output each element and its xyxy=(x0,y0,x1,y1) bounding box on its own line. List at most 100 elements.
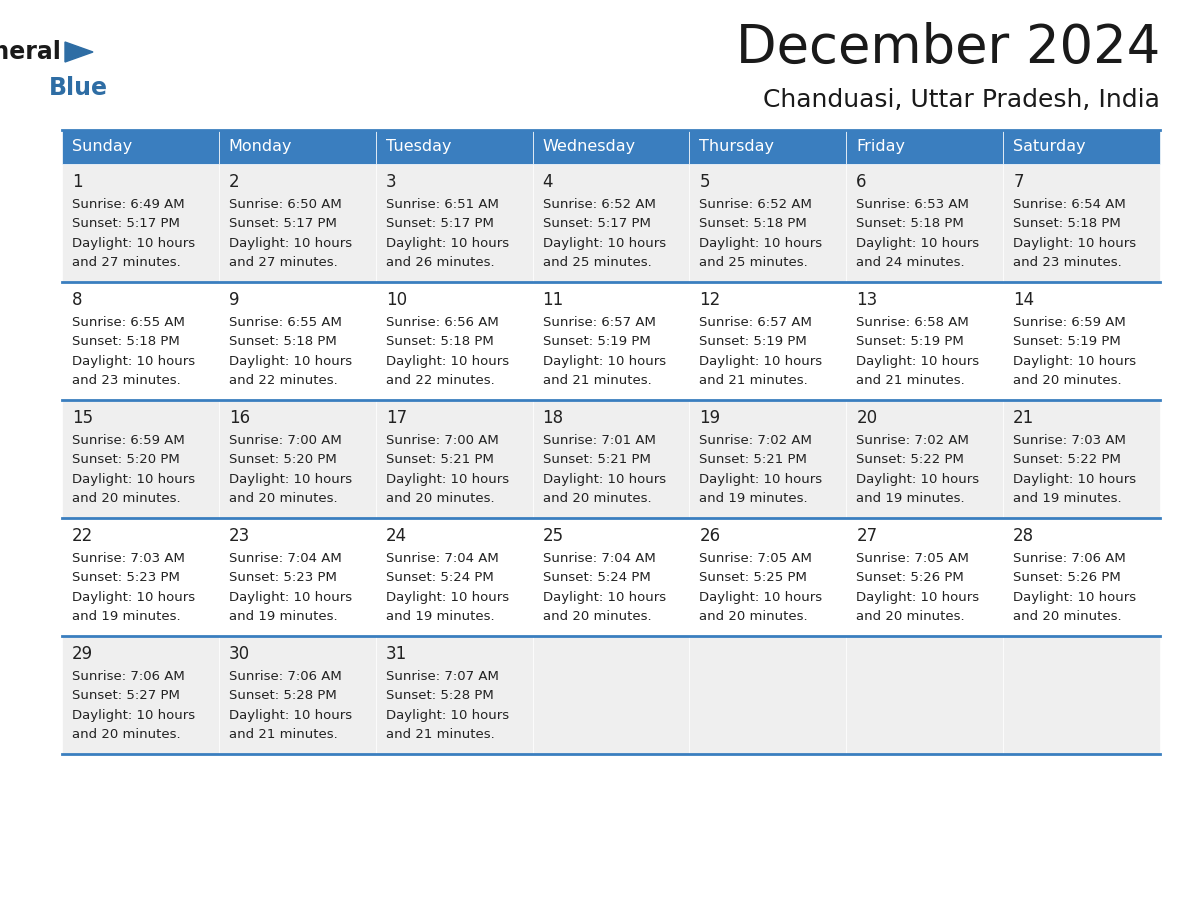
Bar xyxy=(62,400,219,518)
Text: Sunset: 5:18 PM: Sunset: 5:18 PM xyxy=(386,335,493,348)
Text: and 21 minutes.: and 21 minutes. xyxy=(543,374,651,387)
Text: Sunrise: 7:01 AM: Sunrise: 7:01 AM xyxy=(543,433,656,446)
Text: Sunrise: 6:55 AM: Sunrise: 6:55 AM xyxy=(72,316,185,329)
Text: 14: 14 xyxy=(1013,291,1035,309)
Text: Daylight: 10 hours: Daylight: 10 hours xyxy=(72,237,195,250)
Text: 13: 13 xyxy=(857,291,878,309)
Text: Sunset: 5:23 PM: Sunset: 5:23 PM xyxy=(72,571,179,584)
Bar xyxy=(689,164,846,282)
Text: Sunrise: 7:06 AM: Sunrise: 7:06 AM xyxy=(229,669,342,682)
Text: Sunset: 5:25 PM: Sunset: 5:25 PM xyxy=(700,571,808,584)
Text: Sunset: 5:24 PM: Sunset: 5:24 PM xyxy=(543,571,650,584)
Text: 29: 29 xyxy=(72,645,93,663)
Bar xyxy=(219,400,375,518)
Bar xyxy=(532,400,689,518)
Bar xyxy=(375,164,532,282)
Text: and 26 minutes.: and 26 minutes. xyxy=(386,256,494,269)
Text: and 20 minutes.: and 20 minutes. xyxy=(1013,374,1121,387)
Text: Sunset: 5:17 PM: Sunset: 5:17 PM xyxy=(229,217,336,230)
Text: 2: 2 xyxy=(229,173,240,191)
Text: and 21 minutes.: and 21 minutes. xyxy=(386,728,494,741)
Bar xyxy=(62,636,219,754)
Text: and 24 minutes.: and 24 minutes. xyxy=(857,256,965,269)
Bar xyxy=(846,282,1003,400)
Text: and 20 minutes.: and 20 minutes. xyxy=(700,610,808,623)
Text: and 20 minutes.: and 20 minutes. xyxy=(1013,610,1121,623)
Text: Sunrise: 7:00 AM: Sunrise: 7:00 AM xyxy=(386,433,499,446)
Text: Blue: Blue xyxy=(49,76,107,100)
Text: Sunset: 5:22 PM: Sunset: 5:22 PM xyxy=(1013,453,1121,466)
Text: Daylight: 10 hours: Daylight: 10 hours xyxy=(386,709,508,722)
Text: Sunset: 5:26 PM: Sunset: 5:26 PM xyxy=(857,571,963,584)
Text: Saturday: Saturday xyxy=(1013,140,1086,154)
Text: Daylight: 10 hours: Daylight: 10 hours xyxy=(857,237,979,250)
Bar xyxy=(1003,518,1159,636)
Bar xyxy=(219,636,375,754)
Text: Daylight: 10 hours: Daylight: 10 hours xyxy=(386,354,508,367)
Text: and 19 minutes.: and 19 minutes. xyxy=(72,610,181,623)
Bar xyxy=(62,164,219,282)
Text: 19: 19 xyxy=(700,409,721,427)
Bar xyxy=(219,130,375,164)
Text: 10: 10 xyxy=(386,291,406,309)
Text: Daylight: 10 hours: Daylight: 10 hours xyxy=(700,473,822,486)
Text: Sunday: Sunday xyxy=(72,140,132,154)
Bar xyxy=(846,636,1003,754)
Text: Sunrise: 7:06 AM: Sunrise: 7:06 AM xyxy=(1013,552,1126,565)
Text: Sunrise: 7:02 AM: Sunrise: 7:02 AM xyxy=(700,433,813,446)
Text: Daylight: 10 hours: Daylight: 10 hours xyxy=(229,473,352,486)
Text: Daylight: 10 hours: Daylight: 10 hours xyxy=(857,590,979,603)
Text: Sunrise: 7:05 AM: Sunrise: 7:05 AM xyxy=(700,552,813,565)
Text: Sunrise: 7:07 AM: Sunrise: 7:07 AM xyxy=(386,669,499,682)
Bar xyxy=(532,164,689,282)
Text: 8: 8 xyxy=(72,291,82,309)
Text: Daylight: 10 hours: Daylight: 10 hours xyxy=(229,354,352,367)
Text: Sunset: 5:24 PM: Sunset: 5:24 PM xyxy=(386,571,493,584)
Text: and 21 minutes.: and 21 minutes. xyxy=(857,374,965,387)
Text: Daylight: 10 hours: Daylight: 10 hours xyxy=(229,237,352,250)
Bar xyxy=(846,130,1003,164)
Bar xyxy=(375,282,532,400)
Text: Sunset: 5:21 PM: Sunset: 5:21 PM xyxy=(386,453,493,466)
Text: and 19 minutes.: and 19 minutes. xyxy=(386,610,494,623)
Text: 6: 6 xyxy=(857,173,867,191)
Text: 20: 20 xyxy=(857,409,878,427)
Text: Daylight: 10 hours: Daylight: 10 hours xyxy=(229,590,352,603)
Bar xyxy=(532,636,689,754)
Text: Daylight: 10 hours: Daylight: 10 hours xyxy=(386,237,508,250)
Text: 9: 9 xyxy=(229,291,239,309)
Text: Daylight: 10 hours: Daylight: 10 hours xyxy=(72,473,195,486)
Text: Sunrise: 6:54 AM: Sunrise: 6:54 AM xyxy=(1013,197,1126,210)
Text: Daylight: 10 hours: Daylight: 10 hours xyxy=(1013,354,1136,367)
Text: 7: 7 xyxy=(1013,173,1024,191)
Text: Daylight: 10 hours: Daylight: 10 hours xyxy=(386,590,508,603)
Text: 21: 21 xyxy=(1013,409,1035,427)
Bar xyxy=(62,282,219,400)
Bar xyxy=(219,518,375,636)
Text: Daylight: 10 hours: Daylight: 10 hours xyxy=(857,473,979,486)
Text: Sunset: 5:20 PM: Sunset: 5:20 PM xyxy=(72,453,179,466)
Text: Sunset: 5:19 PM: Sunset: 5:19 PM xyxy=(700,335,807,348)
Text: Daylight: 10 hours: Daylight: 10 hours xyxy=(543,354,665,367)
Text: December 2024: December 2024 xyxy=(735,22,1159,74)
Text: Sunset: 5:23 PM: Sunset: 5:23 PM xyxy=(229,571,336,584)
Text: Sunrise: 7:03 AM: Sunrise: 7:03 AM xyxy=(1013,433,1126,446)
Text: Sunset: 5:22 PM: Sunset: 5:22 PM xyxy=(857,453,965,466)
Bar xyxy=(532,130,689,164)
Text: 28: 28 xyxy=(1013,527,1035,545)
Text: Sunrise: 7:05 AM: Sunrise: 7:05 AM xyxy=(857,552,969,565)
Text: Sunrise: 6:52 AM: Sunrise: 6:52 AM xyxy=(543,197,656,210)
Text: 11: 11 xyxy=(543,291,564,309)
Text: and 23 minutes.: and 23 minutes. xyxy=(72,374,181,387)
Text: Sunset: 5:28 PM: Sunset: 5:28 PM xyxy=(386,689,493,702)
Text: 17: 17 xyxy=(386,409,406,427)
Bar xyxy=(689,130,846,164)
Text: Sunset: 5:19 PM: Sunset: 5:19 PM xyxy=(543,335,650,348)
Bar xyxy=(62,130,219,164)
Text: Daylight: 10 hours: Daylight: 10 hours xyxy=(72,709,195,722)
Text: 4: 4 xyxy=(543,173,554,191)
Text: 16: 16 xyxy=(229,409,249,427)
Text: Sunset: 5:21 PM: Sunset: 5:21 PM xyxy=(700,453,808,466)
Text: Sunset: 5:19 PM: Sunset: 5:19 PM xyxy=(857,335,963,348)
Text: and 22 minutes.: and 22 minutes. xyxy=(229,374,337,387)
